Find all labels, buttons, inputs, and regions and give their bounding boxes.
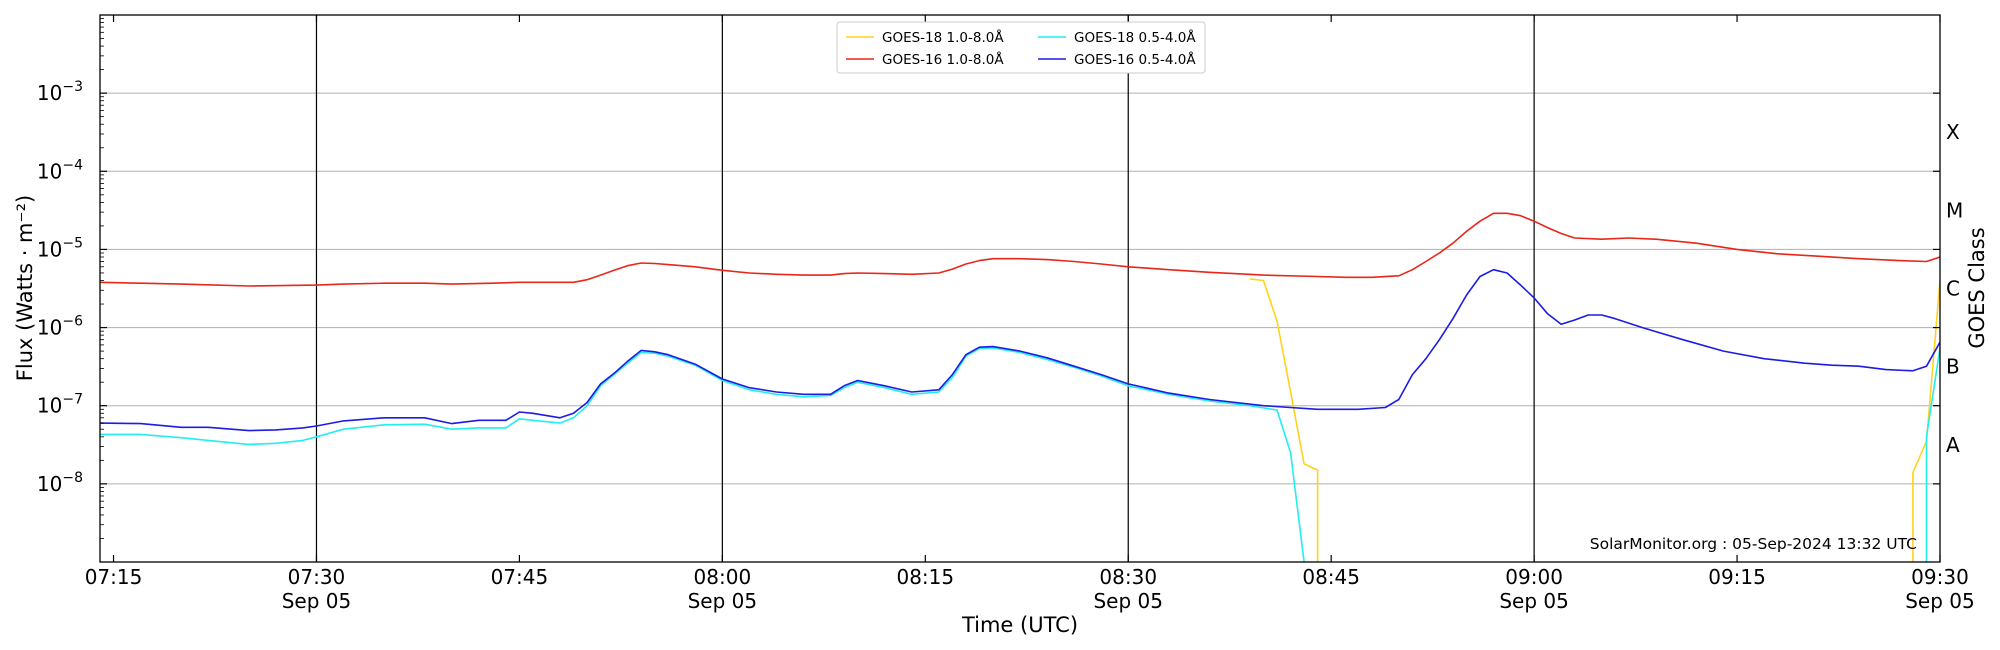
x-tick-label: 07:45 [491,565,549,589]
plot-frame [99,14,1941,563]
goes-class-label: C [1946,277,1960,301]
goes-class-label: A [1946,433,1960,457]
series-line-goes-16-0-5-4-0 [100,268,1940,432]
goes-class-layer: A B C M X [1946,120,1963,457]
goes-class-label: M [1946,198,1963,222]
y-axis-title: Flux (Watts · m⁻²) [13,195,37,381]
y-tick-label: 10−5 [37,235,83,261]
legend-entries: GOES-18 1.0-8.0Å GOES-16 1.0-8.0Å GOES-18 … [846,29,1196,68]
y-tick-label: 10−8 [37,470,83,496]
x-tick-label: 08:30 [1099,565,1157,589]
y-tick-label: 10−4 [37,157,83,183]
x-tick-date-label: Sep 05 [688,589,758,613]
x-tick-label: 07:15 [85,565,143,589]
legend-box [836,21,1206,74]
goes-class-label: X [1946,120,1960,144]
legend-label: GOES-18 1.0-8.0Å [882,29,1004,46]
y-tick-label: 10−6 [37,314,83,340]
plot-background [100,15,1940,562]
goes-class-axis-title: GOES Class [1965,227,1989,348]
x-axis-title: Time (UTC) [961,613,1078,637]
legend: GOES-18 1.0-8.0Å GOES-16 1.0-8.0Å GOES-18 … [836,21,1206,74]
legend-label: GOES-18 0.5-4.0Å [1074,29,1196,46]
x-tick-label: 08:15 [896,565,954,589]
x-tick-label: 09:15 [1708,565,1766,589]
x-tick-date-label: Sep 05 [1905,589,1975,613]
x-tick-date-label: Sep 05 [282,589,352,613]
x-tick-label: 07:30 [288,565,346,589]
x-tick-date-label: Sep 05 [1093,589,1163,613]
x-tick-label: 09:00 [1505,565,1563,589]
legend-label: GOES-16 1.0-8.0Å [882,51,1004,68]
source-annotation: SolarMonitor.org : 05-Sep-2024 13:32 UTC [1590,535,1917,553]
series-line-goes-16-1-0-8-0 [100,212,1940,287]
x-tick-label: 08:00 [694,565,752,589]
goes-class-label: B [1946,355,1960,379]
series-layer [100,212,1940,562]
y-tick-label: 10−3 [37,79,83,105]
x-tick-date-label: Sep 05 [1499,589,1569,613]
y-tick-label: 10−7 [37,392,83,418]
x-tick-label: 08:45 [1302,565,1360,589]
series-line-goes-18-0-5-4-0 [100,347,1305,562]
series-line-goes-18-1-0-8-0 [1912,280,1940,562]
series-line-goes-18-0-5-4-0 [1925,347,1940,562]
y-ticks-layer: 10−8 10−7 10−6 10−5 10−4 10−3 [37,18,1940,539]
x-tick-label: 09:30 [1911,565,1969,589]
grid-layer [100,92,1940,485]
series-line-goes-18-1-0-8-0 [1249,278,1319,562]
vertical-lines-layer [315,15,1535,562]
legend-label: GOES-16 0.5-4.0Å [1074,51,1196,68]
